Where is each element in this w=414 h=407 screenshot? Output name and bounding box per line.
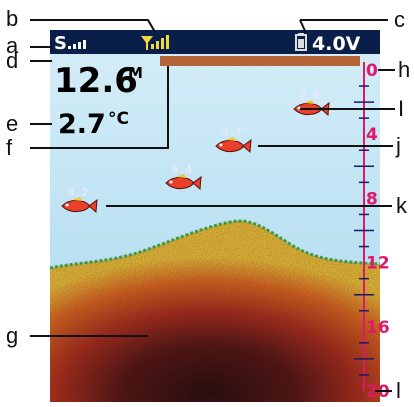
fish-icon <box>61 197 98 214</box>
sonar-signal-glyph: S <box>54 33 67 54</box>
fish-depth-label: 4.7 <box>222 126 242 139</box>
fish-depth-label: 8.2 <box>68 186 88 199</box>
callout-c: c <box>394 7 405 32</box>
callout-a: a <box>6 33 19 58</box>
fish-icon <box>165 174 202 191</box>
temperature-unit: °C <box>108 109 129 129</box>
callout-g: g <box>6 323 18 348</box>
battery-icon <box>295 33 307 51</box>
fish-targets: 2.9 4.7 6.4 8.2 <box>61 89 330 214</box>
antenna-signal-icon <box>141 35 169 50</box>
signal-bars-icon <box>68 40 86 49</box>
status-bar <box>50 30 380 54</box>
depth-readout: 12.6 <box>54 61 138 101</box>
callout-d: d <box>6 48 18 73</box>
callout-h: h <box>398 57 410 82</box>
depth-scale-label: 0 <box>366 61 378 81</box>
depth-scale-label: 4 <box>366 125 378 145</box>
temperature-readout: 2.7 <box>58 109 106 140</box>
depth-scale-label: 12 <box>366 254 390 274</box>
fish-depth-label: 2.9 <box>300 89 320 102</box>
vegetation-edge <box>49 219 381 270</box>
depth-unit: M <box>128 64 143 82</box>
callout-k: k <box>396 193 408 218</box>
callout-i: I <box>398 96 404 121</box>
depth-scale-label: 8 <box>366 189 378 209</box>
callout-e: e <box>6 111 18 136</box>
fish-depth-label: 6.4 <box>172 163 192 176</box>
callout-f: f <box>6 135 13 160</box>
depth-scale-label: 16 <box>366 318 390 338</box>
battery-voltage: 4.0V <box>312 33 361 55</box>
callout-l: l <box>396 378 401 403</box>
callout-j: j <box>395 133 401 158</box>
callout-lines <box>30 19 395 392</box>
fish-icon <box>215 137 252 154</box>
callout-b: b <box>6 6 18 31</box>
